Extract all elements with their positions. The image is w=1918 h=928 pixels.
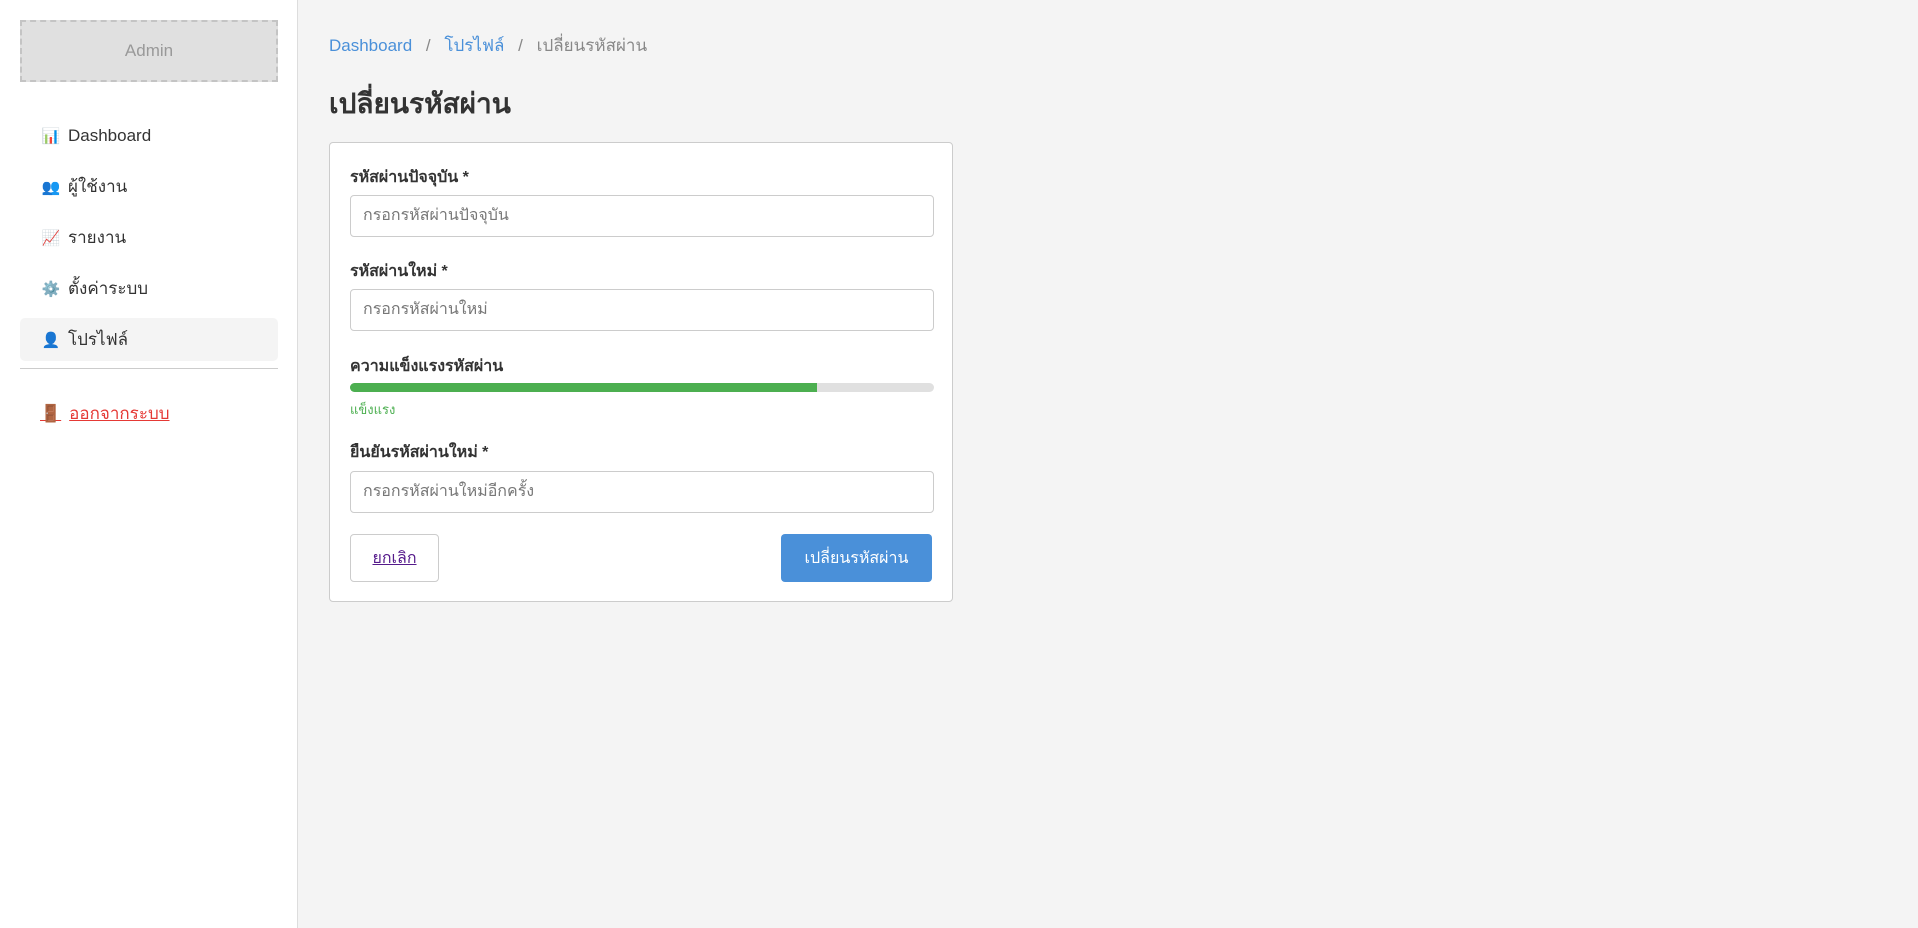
strength-bar: [350, 383, 934, 392]
confirm-password-input[interactable]: [350, 471, 934, 513]
sidebar-item-label: โปรไฟล์: [68, 330, 129, 349]
page-title: เปลี่ยนรหัสผ่าน: [329, 88, 511, 119]
sidebar-nav: 📊 Dashboard 👥 ผู้ใช้งาน 📈 รายงาน ⚙️ ตั้ง…: [20, 114, 278, 369]
breadcrumb: Dashboard / โปรไฟล์ / เปลี่ยนรหัสผ่าน: [329, 32, 647, 59]
strength-text: แข็งแรง: [350, 402, 396, 417]
users-icon: 👥: [41, 178, 61, 196]
logout-label: ออกจากระบบ: [69, 404, 170, 423]
sidebar-item-dashboard[interactable]: 📊 Dashboard: [20, 114, 278, 157]
sidebar-divider: [20, 368, 278, 369]
breadcrumb-profile[interactable]: โปรไฟล์: [444, 36, 505, 55]
sidebar-item-settings[interactable]: ⚙️ ตั้งค่าระบบ: [20, 267, 278, 310]
new-password-input[interactable]: [350, 289, 934, 331]
sidebar-item-users[interactable]: 👥 ผู้ใช้งาน: [20, 165, 278, 208]
breadcrumb-current: เปลี่ยนรหัสผ่าน: [536, 36, 648, 55]
confirm-password-label: ยืนยันรหัสผ่านใหม่ *: [350, 444, 489, 461]
breadcrumb-dashboard[interactable]: Dashboard: [329, 36, 413, 55]
breadcrumb-separator: /: [425, 36, 431, 55]
sidebar-item-reports[interactable]: 📈 รายงาน: [20, 216, 278, 259]
bar-chart-icon: 📊: [41, 127, 61, 145]
sidebar-item-label: Dashboard: [68, 125, 152, 145]
current-password-label: รหัสผ่านปัจจุบัน *: [350, 169, 469, 186]
breadcrumb-separator: /: [518, 36, 523, 55]
logout-link[interactable]: 🚪 ออกจากระบบ: [40, 400, 170, 427]
change-password-form: รหัสผ่านปัจจุบัน * รหัสผ่านใหม่ * ความแข…: [329, 142, 953, 602]
sidebar-item-label: ผู้ใช้งาน: [68, 177, 128, 196]
strength-label: ความแข็งแรงรหัสผ่าน: [350, 358, 504, 375]
trend-chart-icon: 📈: [41, 229, 61, 247]
sidebar: Admin 📊 Dashboard 👥 ผู้ใช้งาน 📈 รายงาน ⚙…: [0, 0, 298, 928]
cancel-button[interactable]: ยกเลิก: [350, 534, 439, 582]
sidebar-item-label: รายงาน: [68, 228, 127, 247]
door-icon: 🚪: [40, 403, 62, 423]
sidebar-item-profile[interactable]: 👤 โปรไฟล์: [20, 318, 278, 361]
change-password-button[interactable]: เปลี่ยนรหัสผ่าน: [781, 534, 932, 582]
user-icon: 👤: [41, 331, 61, 349]
strength-bar-fill: [350, 383, 818, 392]
new-password-label: รหัสผ่านใหม่ *: [350, 263, 448, 280]
sidebar-item-label: ตั้งค่าระบบ: [68, 279, 149, 298]
gear-icon: ⚙️: [41, 280, 61, 298]
logo-placeholder: Admin: [20, 20, 278, 82]
current-password-input[interactable]: [350, 195, 934, 237]
